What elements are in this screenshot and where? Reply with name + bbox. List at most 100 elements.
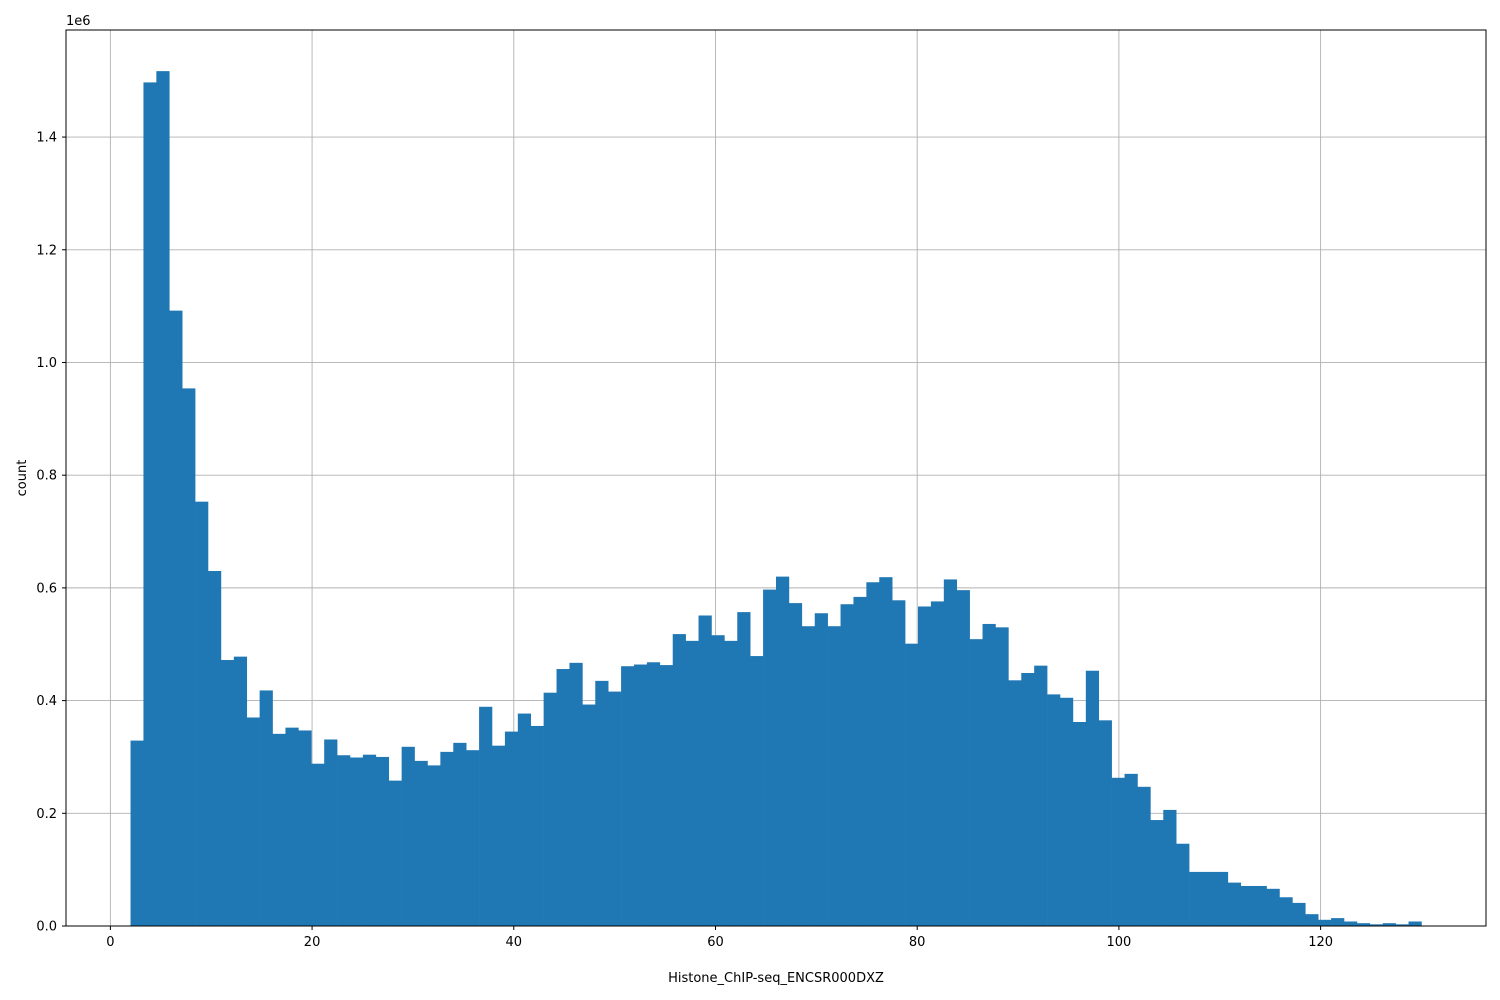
y-tick-label: 0.6 (36, 581, 57, 596)
histogram-bar (827, 626, 841, 926)
histogram-bar (350, 757, 364, 926)
histogram-bar (1060, 697, 1074, 926)
histogram-bar (956, 590, 970, 926)
histogram-bar (853, 596, 867, 926)
histogram-bar (1292, 902, 1306, 926)
histogram-bar (788, 603, 803, 926)
histogram-bar (401, 746, 415, 926)
histogram-bar (569, 662, 583, 926)
histogram-bars (130, 71, 1422, 927)
y-tick-label: 0.0 (36, 920, 57, 935)
histogram-bar (724, 640, 738, 926)
histogram-bar (608, 691, 622, 926)
histogram-bar (388, 780, 402, 926)
histogram-bar (621, 666, 635, 926)
histogram-bar (272, 733, 286, 926)
histogram-bar (1240, 885, 1254, 926)
histogram-bar (1331, 918, 1345, 926)
histogram-bar (969, 639, 983, 926)
histogram-bar (1189, 871, 1203, 926)
y-axis-label: count (15, 460, 30, 497)
histogram-bar (1227, 882, 1242, 926)
histogram-bar (182, 388, 196, 926)
histogram-bar (1021, 672, 1035, 926)
histogram-bar (801, 626, 816, 926)
histogram-bar (582, 704, 596, 926)
histogram-bar (685, 640, 699, 926)
histogram-bar (169, 310, 183, 926)
y-tick-label: 1.2 (36, 243, 57, 258)
histogram-bar (918, 606, 932, 926)
histogram-bar (492, 745, 506, 926)
histogram-bar (1408, 921, 1422, 926)
histogram-bar (905, 643, 919, 926)
histogram-bar (362, 754, 377, 926)
y-axis-ticks: 0.0 0.2 0.4 0.6 0.8 1.0 1.2 1.4 (36, 131, 66, 935)
histogram-bar (659, 665, 674, 926)
histogram-bar (1098, 720, 1112, 926)
histogram-bar (711, 635, 725, 926)
histogram-bar (530, 725, 544, 926)
histogram-bar (1072, 722, 1087, 926)
histogram-bar (143, 82, 157, 927)
histogram-bar (504, 731, 519, 926)
x-axis-label: Histone_ChIP-seq_ENCSR000DXZ (668, 971, 884, 986)
histogram-bar (466, 750, 480, 926)
x-tick-label: 80 (909, 935, 926, 950)
histogram-bar (311, 763, 325, 926)
x-tick-label: 20 (304, 935, 321, 950)
histogram-bar (453, 742, 467, 926)
histogram-bar (866, 582, 880, 926)
y-tick-label: 0.4 (36, 694, 57, 709)
x-tick-label: 100 (1106, 935, 1131, 950)
x-tick-label: 0 (106, 935, 114, 950)
histogram-bar (285, 727, 299, 926)
histogram-bar (1369, 924, 1384, 926)
histogram-bar (982, 623, 996, 926)
histogram-bar (1137, 786, 1151, 926)
histogram-bar (1279, 897, 1293, 926)
histogram-bar (1266, 888, 1280, 926)
histogram-bar (737, 612, 751, 926)
histogram-bar (1047, 694, 1061, 926)
histogram-bar (324, 739, 338, 926)
histogram-bar (337, 755, 351, 926)
x-tick-label: 120 (1308, 935, 1333, 950)
histogram-bar (1034, 665, 1048, 926)
histogram-bar (1253, 885, 1267, 926)
histogram-bar (776, 576, 790, 926)
histogram-bar (595, 680, 609, 926)
plot-frame (65, 29, 1487, 927)
histogram-bar (840, 604, 854, 926)
histogram-bar (1124, 773, 1138, 926)
histogram-bar (259, 690, 273, 926)
histogram-bar (220, 660, 235, 926)
histogram-bar (892, 600, 906, 926)
y-tick-label: 1.0 (36, 356, 57, 371)
histogram-bar (1202, 871, 1216, 926)
histogram-bar (750, 656, 764, 926)
histogram-bar (879, 577, 893, 926)
histogram-bar (995, 627, 1009, 926)
histogram-bar (646, 662, 661, 926)
histogram-bar (1008, 680, 1022, 926)
histogram-bar (414, 760, 428, 926)
histogram-bar (930, 601, 945, 926)
histogram-bar (233, 656, 248, 926)
histogram-bar (208, 570, 222, 926)
x-tick-label: 40 (506, 935, 523, 950)
histogram-bar (246, 717, 260, 926)
histogram-bar (634, 664, 648, 926)
histogram-bar (440, 751, 454, 926)
histogram-bar (156, 71, 170, 927)
histogram-bar (375, 756, 390, 926)
y-tick-label: 0.8 (36, 469, 57, 484)
y-axis-offset-label: 1e6 (66, 14, 91, 29)
y-tick-label: 1.4 (36, 131, 57, 146)
histogram-bar (1305, 914, 1319, 926)
histogram-bar (943, 579, 958, 926)
histogram-bar (130, 740, 144, 926)
x-tick-label: 60 (707, 935, 724, 950)
histogram-bar (1395, 924, 1409, 926)
histogram-bar (427, 765, 441, 926)
